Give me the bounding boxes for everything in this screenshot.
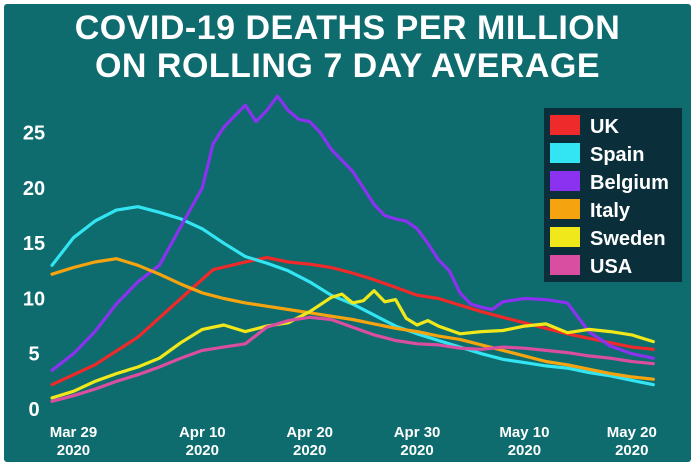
y-tick-label: 15: [23, 233, 45, 255]
x-tick-label: May 10: [499, 424, 549, 441]
series-line-italy: [50, 257, 655, 381]
legend-swatch-spain: [550, 143, 580, 163]
series-line-belgium: [50, 94, 655, 372]
y-tick-label: 20: [23, 178, 45, 200]
x-tick-year-label: 2020: [57, 442, 90, 459]
series-line-sweden: [50, 289, 655, 400]
legend-swatch-usa: [550, 255, 580, 275]
chart-title-line2: ON ROLLING 7 DAY AVERAGE: [94, 47, 601, 85]
legend-label-sweden: Sweden: [590, 228, 666, 250]
x-tick-year-label: 2020: [186, 442, 219, 459]
x-tick-year-label: 2020: [615, 442, 648, 459]
x-tick-year-label: 2020: [508, 442, 541, 459]
chart-frame: COVID-19 DEATHS PER MILLION ON ROLLING 7…: [4, 4, 691, 462]
legend-label-belgium: Belgium: [590, 172, 669, 194]
legend-swatch-italy: [550, 199, 580, 219]
x-tick-label: Mar 29: [50, 424, 98, 441]
x-tick-year-label: 2020: [400, 442, 433, 459]
series-line-usa: [50, 315, 655, 403]
y-tick-label: 10: [23, 288, 45, 310]
x-tick-label: May 20: [607, 424, 657, 441]
y-tick-label: 25: [23, 123, 45, 145]
legend-swatch-uk: [550, 115, 580, 135]
chart-title-line1: COVID-19 DEATHS PER MILLION: [74, 9, 621, 47]
x-tick-label: Apr 30: [394, 424, 441, 441]
legend-swatch-belgium: [550, 171, 580, 191]
x-tick-label: Apr 10: [179, 424, 226, 441]
y-tick-label: 0: [28, 399, 39, 421]
legend-box: [544, 108, 682, 282]
legend-label-uk: UK: [590, 116, 619, 138]
x-tick-year-label: 2020: [293, 442, 326, 459]
legend-label-italy: Italy: [590, 200, 631, 222]
legend-swatch-sweden: [550, 227, 580, 247]
legend-label-usa: USA: [590, 256, 632, 278]
x-tick-label: Apr 20: [286, 424, 333, 441]
legend-label-spain: Spain: [590, 144, 644, 166]
y-tick-label: 5: [28, 344, 39, 366]
